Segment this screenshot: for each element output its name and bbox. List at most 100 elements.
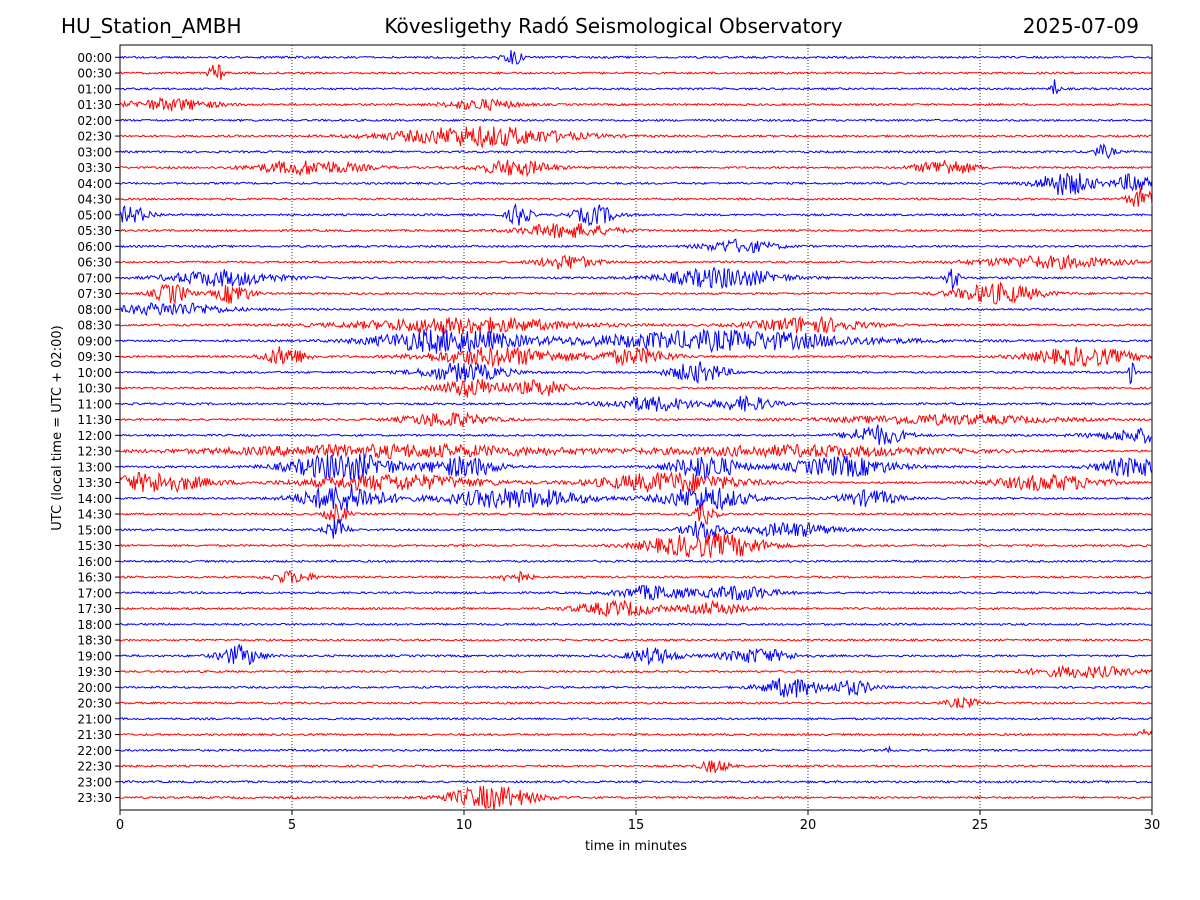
station-name: HU_Station_AMBH [61,14,242,38]
y-tick-label: 03:00 [77,145,112,159]
y-tick-label: 04:30 [77,193,112,207]
y-tick-label: 15:30 [77,539,112,553]
y-tick-label: 17:30 [77,602,112,616]
y-tick-label: 06:00 [77,240,112,254]
y-tick-label: 21:00 [77,712,112,726]
y-tick-label: 23:30 [77,791,112,805]
trace-1230 [119,442,1153,459]
y-tick-label: 13:00 [77,460,112,474]
trace-0830 [119,315,1153,335]
trace-0300 [119,143,1153,160]
trace-1100 [120,394,1153,412]
trace-1400 [119,484,1153,512]
y-tick-label: 10:00 [77,366,112,380]
trace-0500 [119,203,1153,227]
trace-1800 [119,622,1153,627]
y-tick-label: 14:30 [77,508,112,522]
trace-0530 [119,223,1153,239]
trace-2200 [119,745,1153,754]
trace-0400 [119,172,1153,196]
y-axis-label: UTC (local time = UTC + 02:00) [50,325,65,530]
trace-2130 [119,728,1153,737]
y-tick-label: 20:30 [77,697,112,711]
trace-0330 [119,159,1153,178]
traces [119,50,1153,811]
trace-0600 [119,238,1153,254]
y-tick-label: 00:00 [77,51,112,65]
y-tick-label: 05:30 [77,224,112,238]
trace-1430 [119,502,1153,525]
trace-0700 [119,266,1153,290]
trace-2330 [119,785,1153,811]
trace-0100 [119,79,1153,94]
y-tick-label: 06:30 [77,256,112,270]
x-tick-label: 5 [288,818,296,833]
trace-2000 [119,677,1153,698]
x-tick-label: 20 [800,818,817,833]
y-tick-label: 16:30 [77,571,112,585]
trace-1000 [119,361,1153,385]
trace-0430 [119,188,1153,207]
x-tick-label: 10 [456,818,473,833]
y-tick-label: 02:30 [77,130,112,144]
y-tick-label: 17:00 [77,586,112,600]
trace-1930 [119,664,1153,679]
y-tick-label: 23:00 [77,775,112,789]
y-tick-label: 07:00 [77,271,112,285]
trace-1630 [119,570,1153,584]
trace-1900 [119,643,1153,666]
trace-1130 [119,411,1153,427]
y-tick-label: 22:00 [77,744,112,758]
trace-0900 [119,328,1153,354]
y-tick-label: 07:30 [77,287,112,301]
x-tick-label: 0 [116,818,124,833]
y-tick-label: 21:30 [77,728,112,742]
trace-1600 [119,559,1153,564]
y-tick-label: 01:30 [77,98,112,112]
y-tick-label: 04:00 [77,177,112,191]
trace-1830 [119,638,1153,642]
y-tick-label: 10:30 [77,382,112,396]
y-tick-label: 16:00 [77,555,112,569]
trace-0030 [119,64,1153,80]
trace-0000 [119,50,1153,65]
chart-title: Kövesligethy Radó Seismological Observat… [384,14,843,38]
y-tick-label: 14:00 [77,492,112,506]
y-tick-label: 22:30 [77,760,112,774]
trace-2100 [119,716,1153,721]
x-tick-label: 30 [1144,818,1161,833]
y-tick-label: 19:30 [77,665,112,679]
y-tick-label: 11:30 [77,413,112,427]
trace-2030 [119,696,1153,709]
y-tick-label: 09:30 [77,350,112,364]
trace-1200 [119,424,1152,446]
x-axis-label: time in minutes [585,839,687,854]
trace-0730 [119,281,1153,305]
y-tick-label: 19:00 [77,649,112,663]
trace-1700 [119,584,1153,601]
trace-2230 [119,760,1153,773]
y-tick-label: 01:00 [77,82,112,96]
y-tick-label: 08:30 [77,319,112,333]
trace-1330 [119,470,1153,494]
trace-0630 [119,253,1153,270]
trace-0800 [119,302,1153,317]
y-tick-label: 09:00 [77,334,112,348]
y-tick-label: 12:00 [77,429,112,443]
trace-0230 [120,125,1153,149]
trace-1530 [119,533,1153,558]
trace-0930 [119,346,1153,368]
trace-0130 [119,96,1153,112]
y-tick-label: 00:30 [77,67,112,81]
y-tick-label: 03:30 [77,161,112,175]
y-tick-label: 11:00 [77,397,112,411]
trace-1300 [119,453,1153,481]
chart-date: 2025-07-09 [1022,14,1139,38]
x-tick-label: 15 [628,818,645,833]
trace-2300 [119,779,1153,784]
trace-1500 [119,518,1153,540]
y-tick-label: 02:00 [77,114,112,128]
y-tick-label: 12:30 [77,445,112,459]
